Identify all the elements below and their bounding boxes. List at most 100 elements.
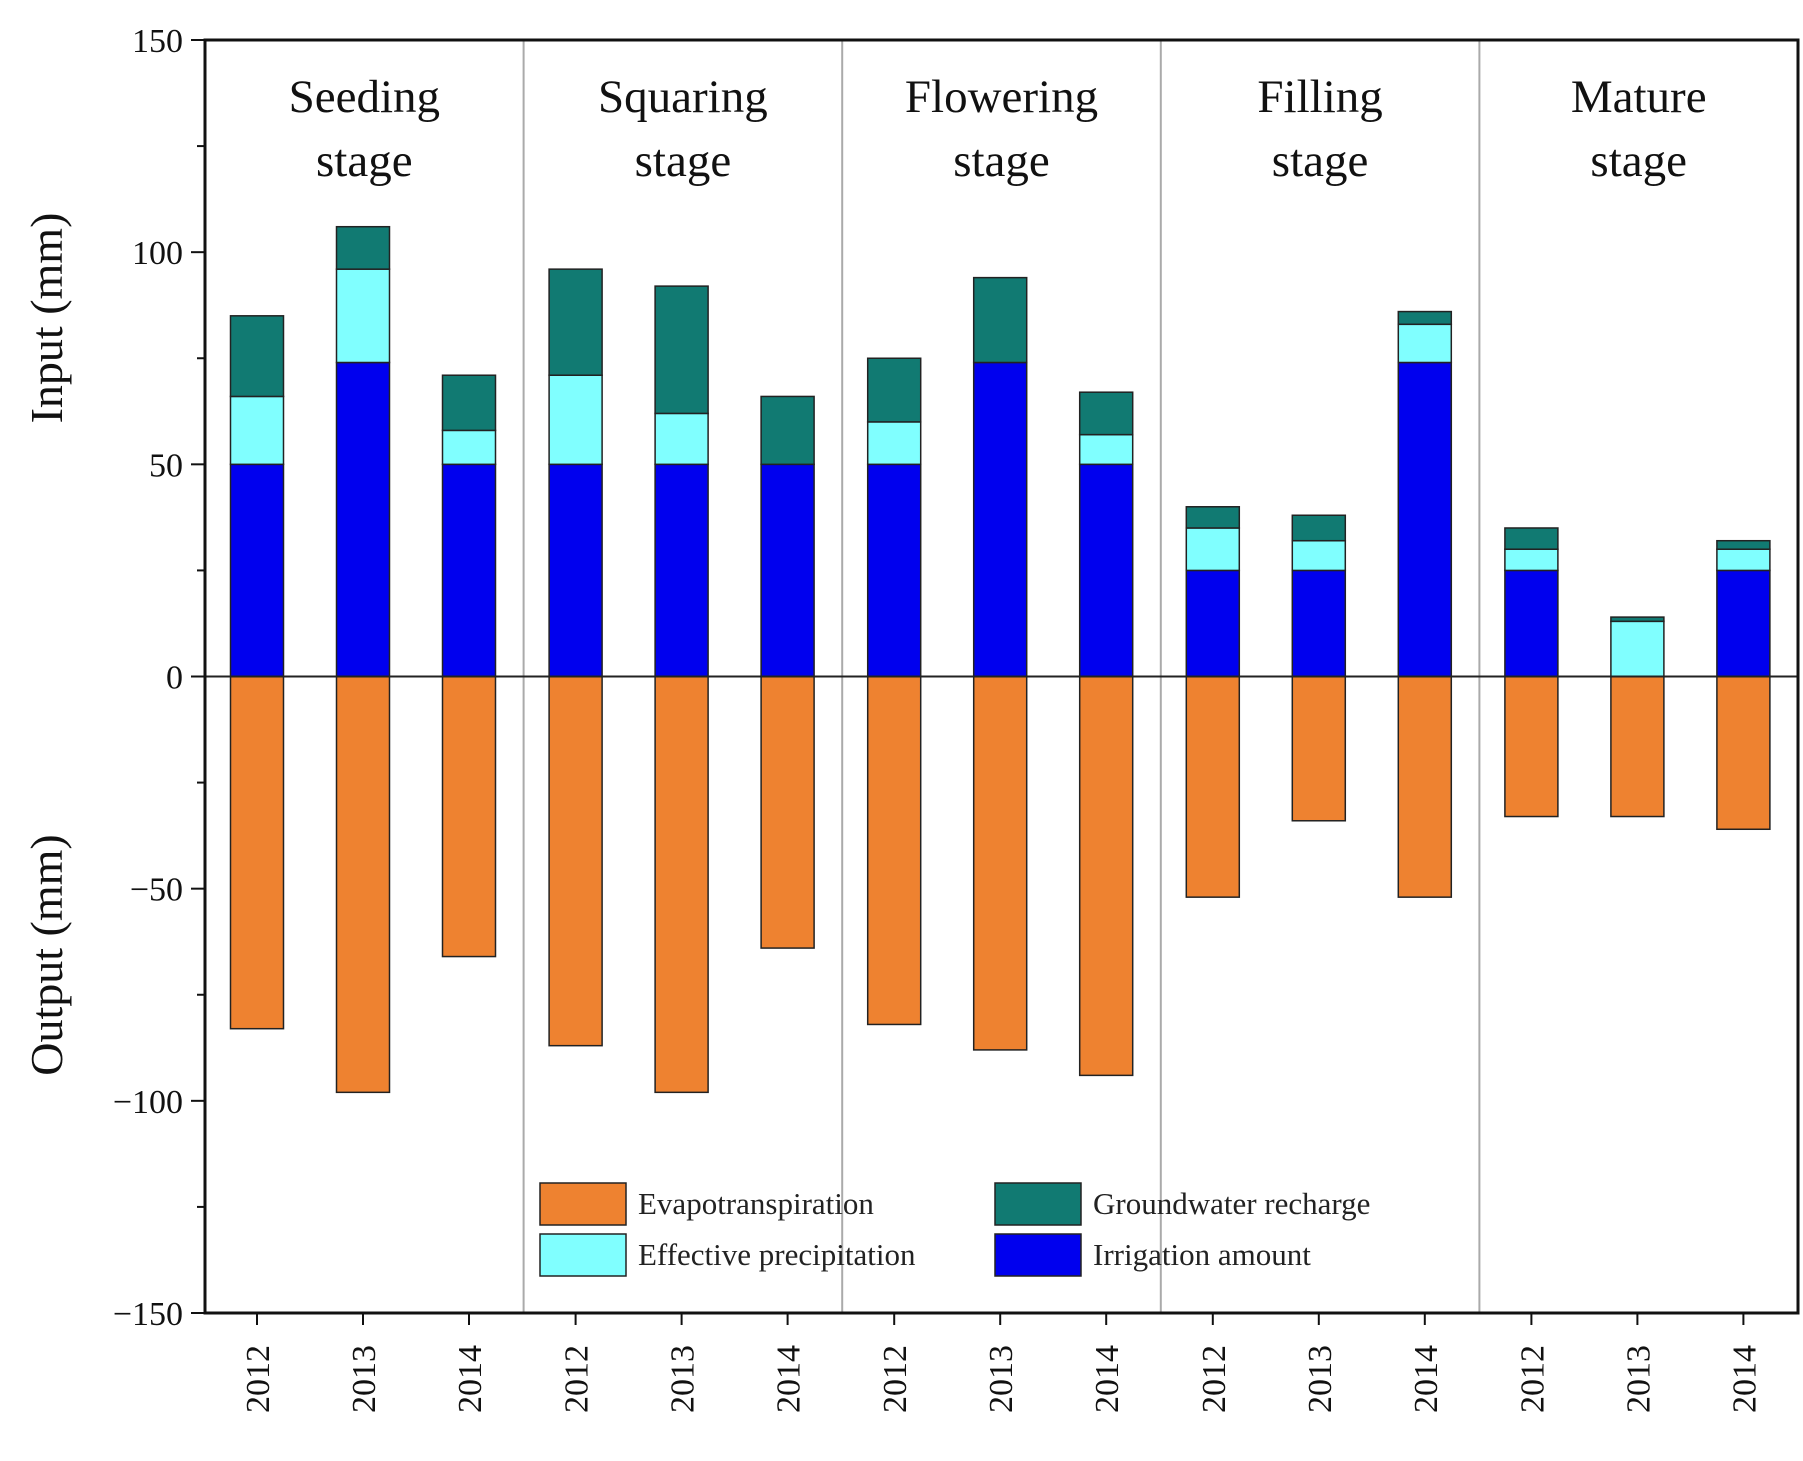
bar-groundwater-recharge-flowering-2014	[1078, 391, 1134, 436]
stage-label-line: Filling	[1257, 71, 1382, 123]
bar-irrigation-amount-mature-2014	[1716, 569, 1771, 678]
x-tick-label: 2013	[983, 1345, 1020, 1413]
x-tick-label: 2014	[771, 1345, 808, 1413]
bar-evapotranspiration-filling-2013	[1291, 675, 1347, 822]
legend-swatch-effective-precipitation	[539, 1233, 627, 1277]
bar-evapotranspiration-mature-2014	[1716, 675, 1771, 831]
bar-effective-precipitation-mature-2014	[1716, 548, 1771, 572]
bar-effective-precipitation-flowering-2012	[866, 421, 922, 466]
bar-evapotranspiration-filling-2012	[1185, 675, 1241, 898]
bar-irrigation-amount-seeding-2012	[229, 463, 285, 678]
stage-label-line: stage	[1272, 135, 1369, 187]
legend-label-irrigation-amount: Irrigation amount	[1093, 1237, 1311, 1272]
bar-irrigation-amount-flowering-2012	[866, 463, 922, 678]
bar-groundwater-recharge-squaring-2012	[548, 268, 603, 376]
x-tick-label: 2013	[665, 1345, 702, 1413]
x-tick-label: 2014	[1726, 1345, 1763, 1413]
x-tick-label: 2013	[1302, 1345, 1339, 1413]
stage-label-line: Seeding	[289, 71, 440, 123]
x-tick-label: 2012	[1514, 1345, 1551, 1413]
stage-label-seeding: Seeding stage	[289, 71, 440, 187]
y-axis-title-input: Input (mm)	[21, 213, 72, 424]
bar-groundwater-recharge-mature-2014	[1716, 539, 1771, 550]
legend-label-groundwater-recharge: Groundwater recharge	[1093, 1186, 1370, 1221]
bar-irrigation-amount-flowering-2013	[972, 361, 1028, 678]
stage-label-line: Squaring	[598, 71, 768, 123]
bar-evapotranspiration-seeding-2014	[441, 675, 497, 958]
bar-evapotranspiration-flowering-2014	[1078, 675, 1134, 1077]
bar-effective-precipitation-filling-2014	[1397, 323, 1453, 364]
bar-groundwater-recharge-seeding-2012	[229, 315, 285, 398]
bar-irrigation-amount-squaring-2012	[548, 463, 603, 678]
bar-evapotranspiration-mature-2012	[1504, 675, 1559, 818]
bar-groundwater-recharge-mature-2013	[1610, 616, 1665, 623]
bar-effective-precipitation-squaring-2012	[548, 374, 603, 466]
bar-groundwater-recharge-flowering-2012	[866, 357, 922, 423]
bar-groundwater-recharge-filling-2014	[1397, 310, 1453, 326]
y-tick-label: 150	[132, 23, 183, 60]
bar-evapotranspiration-flowering-2012	[866, 675, 922, 1026]
bar-groundwater-recharge-squaring-2014	[760, 395, 815, 466]
x-tick-label: 2014	[1408, 1345, 1445, 1413]
stage-label-line: Flowering	[905, 71, 1098, 123]
bar-effective-precipitation-filling-2013	[1291, 539, 1347, 572]
x-tick-label: 2012	[877, 1345, 914, 1413]
bar-effective-precipitation-seeding-2013	[335, 268, 391, 364]
x-tick-label: 2013	[346, 1345, 383, 1413]
bar-evapotranspiration-flowering-2013	[972, 675, 1028, 1051]
legend-label-effective-precipitation: Effective precipitation	[638, 1237, 916, 1272]
y-tick-label: −100	[113, 1084, 183, 1121]
bar-evapotranspiration-filling-2014	[1397, 675, 1453, 898]
legend-swatch-evapotranspiration	[539, 1182, 627, 1226]
x-tick-label: 2013	[1620, 1345, 1657, 1413]
x-tick-label: 2014	[452, 1345, 489, 1413]
y-axis-title-output: Output (mm)	[21, 834, 72, 1075]
bar-groundwater-recharge-mature-2012	[1504, 527, 1559, 550]
bar-irrigation-amount-filling-2013	[1291, 569, 1347, 678]
y-tick-label: −150	[113, 1296, 183, 1333]
legend-label-evapotranspiration: Evapotranspiration	[638, 1186, 874, 1221]
bar-evapotranspiration-squaring-2013	[654, 675, 709, 1094]
bar-irrigation-amount-seeding-2014	[441, 463, 497, 678]
bar-irrigation-amount-seeding-2013	[335, 361, 391, 678]
bar-groundwater-recharge-flowering-2013	[972, 276, 1028, 364]
bar-groundwater-recharge-seeding-2014	[441, 374, 497, 432]
y-tick-label: 0	[166, 660, 183, 697]
bar-groundwater-recharge-squaring-2013	[654, 285, 709, 415]
bar-irrigation-amount-filling-2014	[1397, 361, 1453, 678]
legend-swatch-groundwater-recharge	[994, 1182, 1082, 1226]
bar-groundwater-recharge-filling-2012	[1185, 506, 1241, 529]
bar-effective-precipitation-flowering-2014	[1078, 433, 1134, 466]
bar-irrigation-amount-flowering-2014	[1078, 463, 1134, 678]
stage-label-line: stage	[953, 135, 1050, 187]
bar-evapotranspiration-squaring-2012	[548, 675, 603, 1047]
bar-effective-precipitation-mature-2013	[1610, 620, 1665, 678]
y-tick-label: 100	[132, 235, 183, 272]
stage-label-squaring: Squaring stage	[598, 71, 768, 187]
bar-effective-precipitation-mature-2012	[1504, 548, 1559, 572]
bar-effective-precipitation-filling-2012	[1185, 527, 1241, 572]
x-tick-label: 2012	[1196, 1345, 1233, 1413]
bar-groundwater-recharge-seeding-2013	[335, 225, 391, 270]
stage-label-line: stage	[316, 135, 413, 187]
stage-label-line: Mature	[1571, 71, 1707, 123]
x-tick-label: 2012	[559, 1345, 596, 1413]
x-tick-label: 2014	[1089, 1345, 1126, 1413]
bar-groundwater-recharge-filling-2013	[1291, 514, 1347, 542]
legend-swatch-irrigation-amount	[994, 1233, 1082, 1277]
bar-evapotranspiration-squaring-2014	[760, 675, 815, 949]
stage-label-line: stage	[635, 135, 732, 187]
legend: Evapotranspiration Effective precipitatio…	[539, 1182, 1370, 1277]
bar-irrigation-amount-squaring-2014	[760, 463, 815, 678]
bar-evapotranspiration-seeding-2012	[229, 675, 285, 1030]
stage-label-line: stage	[1590, 135, 1687, 187]
bar-irrigation-amount-squaring-2013	[654, 463, 709, 678]
y-tick-label: −50	[130, 872, 183, 909]
bar-evapotranspiration-mature-2013	[1610, 675, 1665, 818]
stage-label-flowering: Flowering stage	[905, 71, 1098, 187]
bar-effective-precipitation-seeding-2014	[441, 429, 497, 466]
bar-effective-precipitation-seeding-2012	[229, 395, 285, 466]
bar-irrigation-amount-filling-2012	[1185, 569, 1241, 678]
stage-label-mature: Mature stage	[1571, 71, 1707, 187]
